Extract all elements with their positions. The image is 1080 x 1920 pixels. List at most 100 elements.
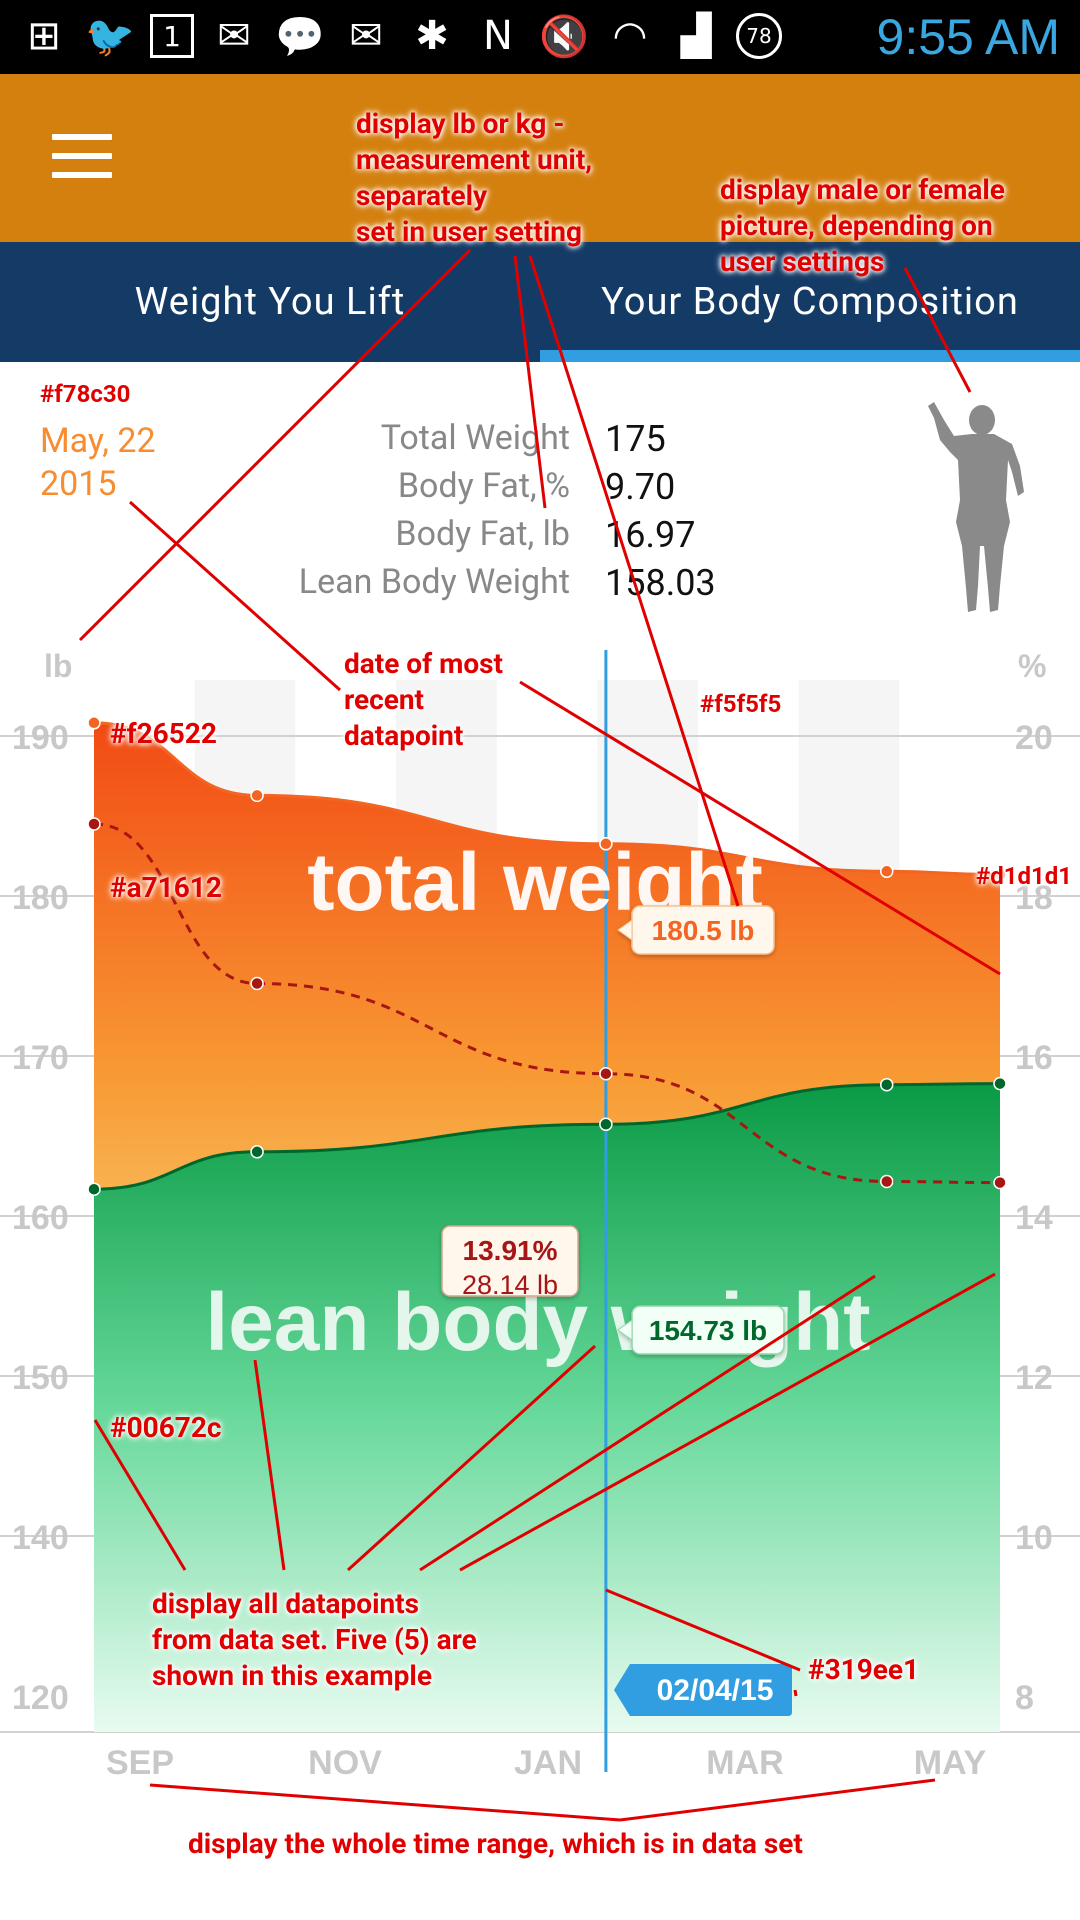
lean-weight-point: [599, 1117, 613, 1132]
annotation-color-fat: #a71612: [110, 871, 222, 904]
left-axis-tick: 180: [12, 879, 69, 917]
add-icon: ⊞: [27, 13, 61, 59]
annotation-line: datapoint: [344, 719, 464, 752]
x-axis-label: NOV: [308, 1744, 382, 1782]
stat-label: Body Fat, %: [397, 466, 570, 506]
annotation-color-total: #f26522: [110, 717, 217, 750]
selected-date-pill: 02/04/15: [614, 1664, 792, 1716]
selected-date-text: 02/04/15: [657, 1674, 774, 1707]
stats-panel: Total Weight 175 Body Fat, % 9.70 Body F…: [0, 418, 760, 610]
x-axis-label: SEP: [106, 1744, 174, 1782]
chat-icon: 💬: [275, 13, 325, 60]
stat-value: 175: [605, 418, 666, 460]
right-axis-tick: 16: [1015, 1039, 1053, 1077]
stat-label: Lean Body Weight: [298, 562, 570, 602]
stat-row: Total Weight 175: [0, 418, 760, 466]
right-axis-tick: 14: [1015, 1199, 1053, 1237]
annotation-color-cursor: #319ee1: [808, 1653, 920, 1686]
body-fat-point: [880, 1174, 894, 1189]
left-axis-tick: 170: [12, 1039, 69, 1077]
body-fat-point: [599, 1066, 613, 1081]
body-fat-point: [250, 976, 264, 991]
stat-row: Body Fat, % 9.70: [0, 466, 760, 514]
right-axis-tick: 20: [1015, 719, 1053, 757]
stat-row: Body Fat, lb 16.97: [0, 514, 760, 562]
lean-weight-point: [880, 1077, 894, 1092]
date-pill-shape: [614, 1664, 792, 1716]
stat-label: Total Weight: [380, 418, 570, 458]
lean-weight-point: [87, 1182, 101, 1196]
annotation-color-lean: #00672c: [110, 1411, 222, 1444]
total-weight-point: [250, 788, 264, 803]
tab-label: Weight You Lift: [134, 280, 406, 324]
annotation-color-grid: #d1d1d1: [976, 862, 1073, 890]
right-axis-tick: 8: [1015, 1679, 1034, 1717]
menu-icon[interactable]: [52, 134, 112, 178]
male-figure-icon: [928, 402, 1024, 612]
nfc-icon: N: [483, 13, 513, 59]
tooltip-text: 180.5 lb: [652, 915, 755, 946]
annotation-line: display all datapoints: [152, 1587, 420, 1620]
right-axis-tick: 12: [1015, 1359, 1053, 1397]
clock: 9:55 AM: [876, 9, 1060, 65]
right-axis-tick: 18: [1015, 879, 1053, 917]
annotation-line: picture, depending on: [720, 209, 993, 242]
left-axis-tick: 150: [12, 1359, 69, 1397]
calendar-icon: 1: [150, 14, 194, 58]
tab-weight-you-lift[interactable]: Weight You Lift: [0, 242, 540, 362]
annotation-line: date of most: [344, 647, 504, 680]
annotation-unit-note: display lb or kg - measurement unit, sep…: [356, 106, 592, 250]
stat-value: 158.03: [605, 562, 716, 604]
active-tab-indicator: [540, 350, 1080, 362]
x-axis-label: MAR: [706, 1744, 783, 1782]
lean-weight-point: [993, 1076, 1007, 1091]
body-fat-tooltip: 13.91% 28.14 lb: [441, 1225, 579, 1300]
status-bar: ⊞ 🐦 1 ✉ 💬 ✉ ✱ N 🔇 ◠ ▟ 78 9:55 AM: [0, 0, 1080, 74]
annotation-line: shown in this example: [152, 1659, 432, 1692]
total-weight-tooltip: 180.5 lb: [617, 905, 775, 955]
left-axis-tick: 160: [12, 1199, 69, 1237]
left-axis-unit: lb: [44, 648, 72, 684]
annotation-picture-note: display male or female picture, dependin…: [720, 172, 1005, 280]
annotation-line: display lb or kg -: [356, 107, 565, 140]
tooltip-text: 28.14 lb: [462, 1270, 558, 1300]
bluetooth-icon: ✱: [415, 13, 449, 59]
battery-icon: 78: [736, 13, 782, 59]
photo-mail-icon: ✉: [217, 13, 251, 59]
annotation-datapoints-note: display all datapoints from data set. Fi…: [152, 1586, 477, 1694]
annotation-line: separately: [356, 179, 488, 212]
twitter-icon: 🐦: [85, 13, 135, 60]
right-axis-tick: 10: [1015, 1519, 1053, 1557]
annotation-line: user settings: [720, 245, 885, 278]
stat-value: 9.70: [605, 466, 676, 508]
annotation-line: recent: [344, 683, 424, 716]
body-fat-point: [993, 1175, 1007, 1190]
left-axis-tick: 140: [12, 1519, 69, 1557]
tooltip-text: 154.73 lb: [649, 1315, 767, 1346]
annotation-color-bands: #f5f5f5: [700, 690, 782, 718]
annotation-date-note: date of most recent datapoint: [344, 646, 503, 754]
total-weight-point: [87, 716, 101, 730]
app-bar: [0, 74, 1080, 242]
body-fat-point: [87, 817, 101, 831]
x-axis-label: MAY: [914, 1744, 987, 1782]
annotation-line: display male or female: [720, 173, 1005, 206]
lean-weight-tooltip: 154.73 lb: [617, 1305, 785, 1355]
annotation-line: from data set. Five (5) are: [152, 1623, 477, 1656]
x-axis-label: JAN: [514, 1744, 582, 1782]
annotation-line: set in user setting: [356, 215, 582, 248]
stat-label: Body Fat, lb: [395, 514, 570, 554]
tooltip-text: 13.91%: [463, 1235, 558, 1266]
annotation-color-date: #f78c30: [40, 380, 131, 408]
left-axis-tick: 190: [12, 719, 69, 757]
annotation-line: measurement unit,: [356, 143, 593, 176]
tab-label: Your Body Composition: [601, 280, 1019, 324]
mute-icon: 🔇: [539, 13, 589, 60]
annotation-timerange-note: display the whole time range, which is i…: [188, 1827, 803, 1860]
signal-icon: ▟: [680, 13, 712, 59]
right-axis-unit: %: [1018, 648, 1046, 684]
wifi-icon: ◠: [612, 13, 648, 59]
left-axis-tick: 120: [12, 1679, 69, 1717]
gmail-icon: ✉: [349, 13, 383, 59]
stat-row: Lean Body Weight 158.03: [0, 562, 760, 610]
